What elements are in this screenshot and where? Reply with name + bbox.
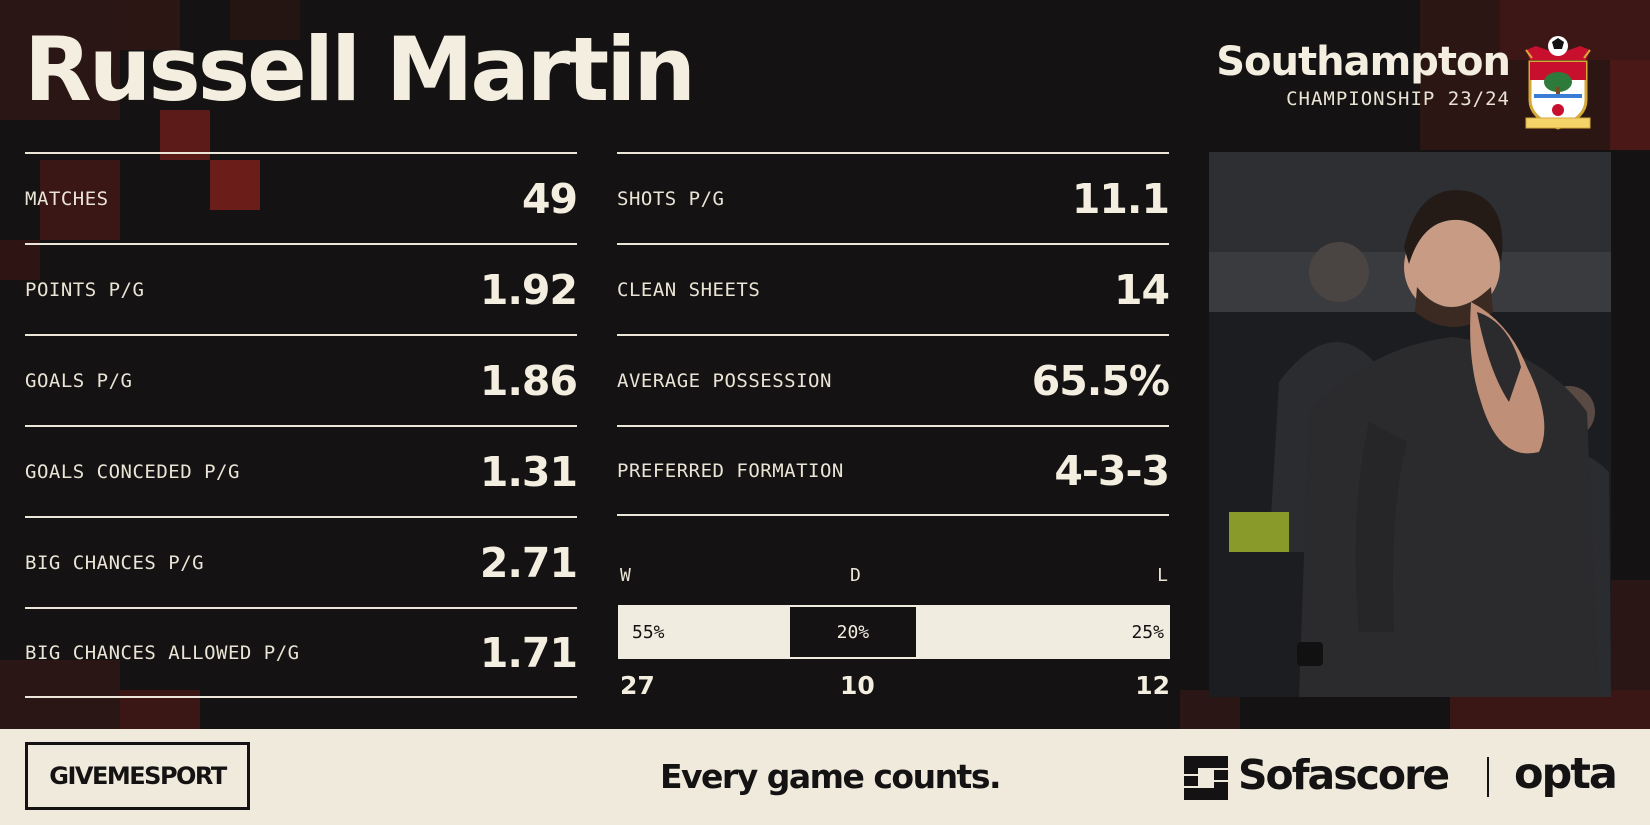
stat-row: SHOTS P/G 11.1: [617, 152, 1170, 243]
stat-label: CLEAN SHEETS: [617, 278, 761, 301]
stat-label: GOALS P/G: [25, 369, 133, 392]
stat-label: POINTS P/G: [25, 278, 145, 301]
draw-segment: 20%: [789, 607, 916, 657]
stat-row: BIG CHANCES ALLOWED P/G 1.71: [25, 607, 578, 698]
loss-pct-label: 25%: [1131, 621, 1164, 643]
stat-value: 1.31: [479, 447, 578, 496]
sofascore-icon: [1184, 756, 1228, 800]
losses-count: 12: [1135, 671, 1170, 700]
stat-label: SHOTS P/G: [617, 187, 725, 210]
stat-row: GOALS P/G 1.86: [25, 334, 578, 425]
win-pct-label: 55%: [632, 621, 665, 643]
draw-pct-label: 20%: [836, 621, 870, 643]
record-letters: W D L: [618, 565, 1170, 593]
givemesport-wordmark: GIVEMESPORT: [49, 762, 227, 790]
stat-value: 1.71: [479, 628, 578, 677]
givemesport-logo[interactable]: GIVEMESPORT: [25, 742, 250, 810]
footer-bar: GIVEMESPORT Every game counts. Sofascore…: [0, 729, 1650, 825]
stat-row: AVERAGE POSSESSION 65.5%: [617, 334, 1170, 425]
stat-value: 14: [1113, 265, 1170, 314]
manager-photo: [1209, 152, 1611, 697]
sofascore-wordmark[interactable]: Sofascore: [1238, 751, 1450, 799]
stat-row: GOALS CONCEDED P/G 1.31: [25, 425, 578, 516]
record-bar-block: W D L 55% 20% 25% 27 10 12: [618, 565, 1170, 700]
draws-count: 10: [840, 671, 875, 700]
win-segment: 55%: [620, 607, 790, 657]
loss-segment: 25%: [915, 607, 1168, 657]
club-name: Southampton: [1216, 39, 1511, 85]
manager-name: Russell Martin: [24, 18, 696, 121]
club-block: Southampton CHAMPIONSHIP 23/24: [1216, 39, 1511, 110]
stat-label: BIG CHANCES P/G: [25, 551, 205, 574]
loss-letter: L: [1157, 565, 1168, 586]
stat-row: MATCHES 49: [25, 152, 578, 243]
stat-row: PREFERRED FORMATION 4-3-3: [617, 425, 1170, 516]
stat-label: AVERAGE POSSESSION: [617, 369, 832, 392]
stat-row: POINTS P/G 1.92: [25, 243, 578, 334]
stat-value: 65.5%: [1031, 356, 1170, 405]
record-counts: 27 10 12: [618, 671, 1170, 700]
club-crest-icon: [1525, 36, 1591, 130]
stat-value: 11.1: [1071, 174, 1170, 223]
stat-label: BIG CHANCES ALLOWED P/G: [25, 641, 300, 664]
logo-divider: [1487, 757, 1489, 797]
stats-column-left: MATCHES 49 POINTS P/G 1.92 GOALS P/G 1.8…: [25, 152, 578, 698]
stat-label: GOALS CONCEDED P/G: [25, 460, 240, 483]
stat-value: 1.86: [479, 356, 578, 405]
tagline: Every game counts.: [659, 757, 1002, 796]
stats-column-right: SHOTS P/G 11.1 CLEAN SHEETS 14 AVERAGE P…: [617, 152, 1170, 516]
opta-wordmark[interactable]: opta: [1514, 749, 1618, 799]
draw-letter: D: [850, 565, 861, 586]
manager-photo-illustration: [1209, 152, 1611, 697]
stat-label: PREFERRED FORMATION: [617, 459, 844, 482]
stat-value: 1.92: [479, 265, 578, 314]
record-bar: 55% 20% 25%: [618, 605, 1170, 659]
stat-value: 2.71: [479, 538, 578, 587]
stat-row: CLEAN SHEETS 14: [617, 243, 1170, 334]
wins-count: 27: [620, 671, 655, 700]
season-label: CHAMPIONSHIP 23/24: [1286, 88, 1510, 110]
stat-label: MATCHES: [25, 187, 109, 210]
stat-value: 49: [521, 174, 578, 223]
stat-row: BIG CHANCES P/G 2.71: [25, 516, 578, 607]
win-letter: W: [620, 565, 631, 586]
stat-value: 4-3-3: [1054, 446, 1170, 495]
